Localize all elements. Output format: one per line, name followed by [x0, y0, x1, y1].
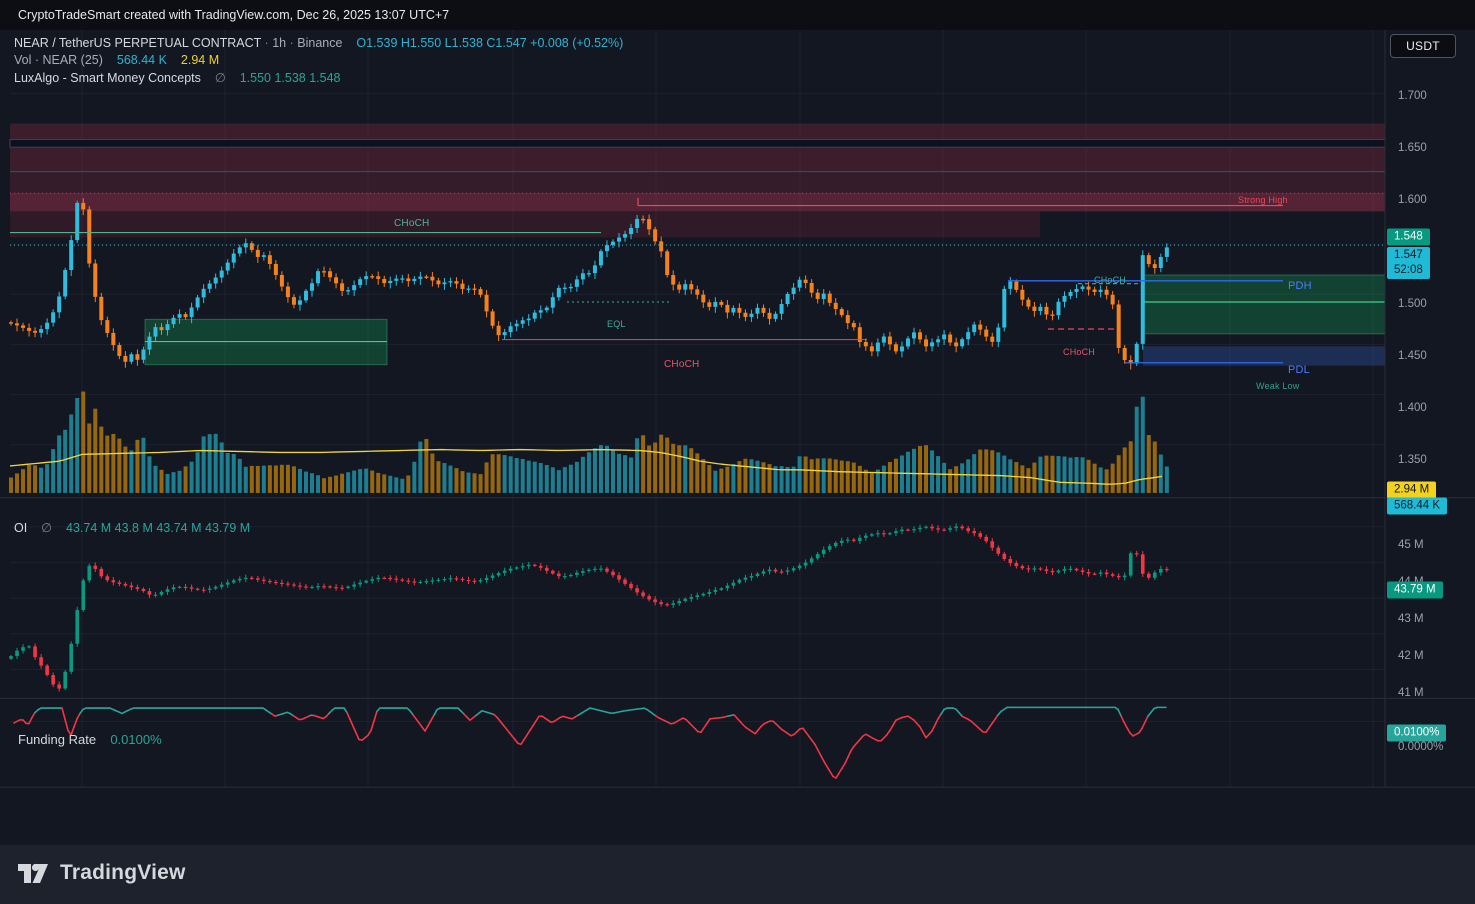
axis-tick: 1.650: [1398, 142, 1427, 154]
oi-values: 43.74 M 43.8 M 43.74 M 43.79 M: [66, 521, 251, 535]
smc-level-label: 1.548: [1387, 228, 1430, 246]
oi-row: OI ∅ 43.74 M 43.8 M 43.74 M 43.79 M: [14, 520, 250, 535]
supply-band-4: [10, 211, 1040, 238]
eql-label: EQL: [607, 319, 626, 329]
axis-tick: 1.400: [1398, 402, 1427, 414]
choch-left-label: CHoCH: [394, 218, 430, 229]
funding-indicator-name[interactable]: Funding Rate: [18, 732, 97, 747]
ohlc-values: O1.539 H1.550 L1.538 C1.547 +0.008 (+0.5…: [356, 36, 624, 50]
supply-band-strong-high: [10, 193, 1385, 212]
legend-volume-row: Vol · NEAR (25) 568.44 K 2.94 M: [14, 53, 219, 67]
choch-right-teal-label: CHoCH: [1094, 275, 1127, 285]
vol-value-label: 568.44 K: [1387, 497, 1448, 515]
attribution-bar: CryptoTradeSmart created with TradingVie…: [0, 0, 1475, 30]
supply-band-1: [10, 123, 1385, 139]
volume-ma-line: [9, 448, 1163, 485]
axis-tick: 1.500: [1398, 298, 1427, 310]
choch-mid-label: CHoCH: [664, 359, 700, 370]
tradingview-logo[interactable]: TradingView: [16, 858, 186, 888]
main-chart-svg[interactable]: [0, 30, 1475, 845]
supply-band-3: [10, 172, 1385, 193]
tradingview-logo-text: TradingView: [60, 861, 186, 884]
funding-row: Funding Rate 0.0100%: [18, 732, 162, 747]
footer-bar: TradingView: [0, 845, 1475, 904]
vol-ma-label: 2.94 M: [1387, 481, 1437, 499]
axis-tick: 43 M: [1398, 613, 1424, 625]
legend-symbol-row: NEAR / TetherUS PERPETUAL CONTRACT · 1h …: [14, 36, 624, 50]
attribution-text: CryptoTradeSmart created with TradingVie…: [18, 8, 450, 22]
funding-current-value: 0.0100%: [110, 732, 162, 747]
tradingview-logo-icon: [18, 863, 48, 883]
axis-tick: 0.0000%: [1398, 741, 1444, 753]
strong-high-label: Strong High: [1238, 195, 1288, 205]
avg-symbol: ∅: [214, 71, 226, 85]
funding-value-label: 0.0100%: [1387, 724, 1447, 742]
pdl-zone: [1143, 346, 1385, 366]
axis-tick: 1.600: [1398, 194, 1427, 206]
pdl-label: PDL: [1288, 364, 1310, 376]
volume-value: 568.44 K: [116, 53, 167, 67]
oi-value-label: 43.79 M: [1387, 581, 1443, 599]
axis-tick: 1.450: [1398, 350, 1427, 362]
dark-band: [9, 138, 1386, 148]
pdh-label: PDH: [1288, 280, 1312, 292]
volume-indicator-name[interactable]: Vol · NEAR (25): [14, 53, 103, 67]
axis-tick: 41 M: [1398, 687, 1424, 699]
indicator-name[interactable]: LuxAlgo - Smart Money Concepts: [14, 71, 201, 85]
oi-avg-symbol: ∅: [41, 521, 53, 535]
exchange-name: Binance: [297, 36, 343, 50]
last-price-label: 1.547 52:08: [1387, 247, 1430, 279]
axis-tick: 1.700: [1398, 90, 1427, 102]
legend-indicator-row: LuxAlgo - Smart Money Concepts ∅ 1.550 1…: [14, 70, 341, 85]
volume-ma-value: 2.94 M: [180, 53, 220, 67]
choch-right-red-label: CHoCH: [1063, 347, 1096, 357]
price-axis[interactable]: USDT 1.700 1.650 1.600 1.500 1.450 1.400 1.350…: [1386, 30, 1475, 815]
weak-low-label: Weak Low: [1256, 381, 1300, 391]
pdh-zone: [1142, 274, 1386, 335]
smc-values: 1.550 1.538 1.548: [239, 71, 341, 85]
symbol-name[interactable]: NEAR / TetherUS PERPETUAL CONTRACT: [14, 36, 262, 50]
axis-tick: 42 M: [1398, 650, 1424, 662]
supply-band-2: [10, 147, 1385, 172]
axis-tick: 1.350: [1398, 454, 1427, 466]
currency-toggle-button[interactable]: USDT: [1390, 34, 1456, 58]
axis-tick: 45 M: [1398, 539, 1424, 551]
chart-area[interactable]: NEAR / TetherUS PERPETUAL CONTRACT · 1h …: [0, 30, 1475, 860]
oi-indicator-name[interactable]: OI: [14, 521, 28, 535]
interval-value[interactable]: 1h: [272, 36, 287, 50]
